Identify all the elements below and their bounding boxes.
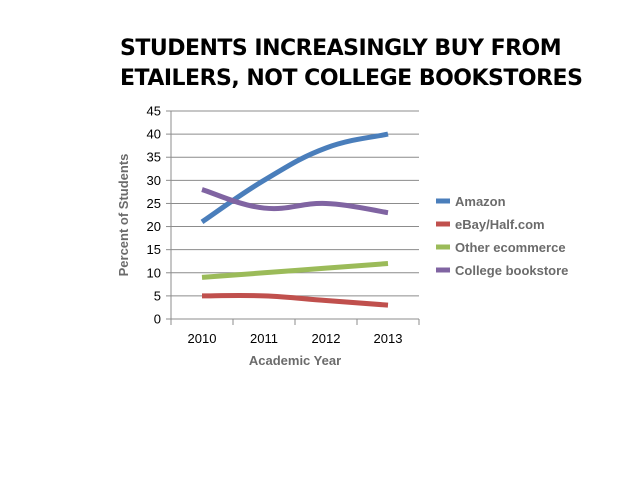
legend-label-ebay-half-com: eBay/Half.com (455, 217, 545, 232)
chart-title-line-1: STUDENTS INCREASINGLY BUY FROM (120, 36, 562, 61)
y-tick-label: 25 (147, 196, 161, 211)
chart-title-line-2: ETAILERS, NOT COLLEGE BOOKSTORES (120, 66, 583, 91)
legend-label-other-ecommerce: Other ecommerce (455, 240, 566, 255)
y-tick-labels: 0 5 10 15 20 25 30 35 40 45 (147, 104, 161, 327)
chart-title: STUDENTS INCREASINGLY BUY FROM ETAILERS,… (120, 34, 600, 94)
y-tick-label: 30 (147, 173, 161, 188)
y-tick-label: 40 (147, 127, 161, 142)
y-axis-label: Percent of Students (116, 154, 131, 277)
legend-label-amazon: Amazon (455, 194, 506, 209)
legend: Amazon eBay/Half.com Other ecommerce Colleg… (436, 194, 568, 278)
y-tick-label: 45 (147, 104, 161, 119)
y-tick-label: 15 (147, 242, 161, 257)
x-tick-label: 2012 (312, 331, 341, 346)
series-lines (200, 131, 389, 308)
series-line-ebay-half-com (201, 292, 389, 308)
legend-label-college-bookstore: College bookstore (455, 263, 568, 278)
series-line-other-ecommerce (201, 261, 389, 280)
x-tick-label: 2010 (188, 331, 217, 346)
x-tick-label: 2011 (250, 331, 278, 346)
series-line-college-bookstore (201, 187, 389, 216)
series-line-amazon (200, 131, 389, 225)
x-tick-label: 2013 (374, 331, 403, 346)
x-tick-labels: 2010 2011 2012 2013 (188, 331, 403, 346)
y-tick-label: 35 (147, 150, 161, 165)
y-tick-label: 10 (147, 265, 161, 280)
y-tick-label: 20 (147, 219, 161, 234)
axes (166, 110, 420, 325)
x-axis-label: Academic Year (249, 353, 341, 368)
y-tick-label: 0 (154, 312, 161, 327)
y-tick-label: 5 (154, 288, 161, 303)
